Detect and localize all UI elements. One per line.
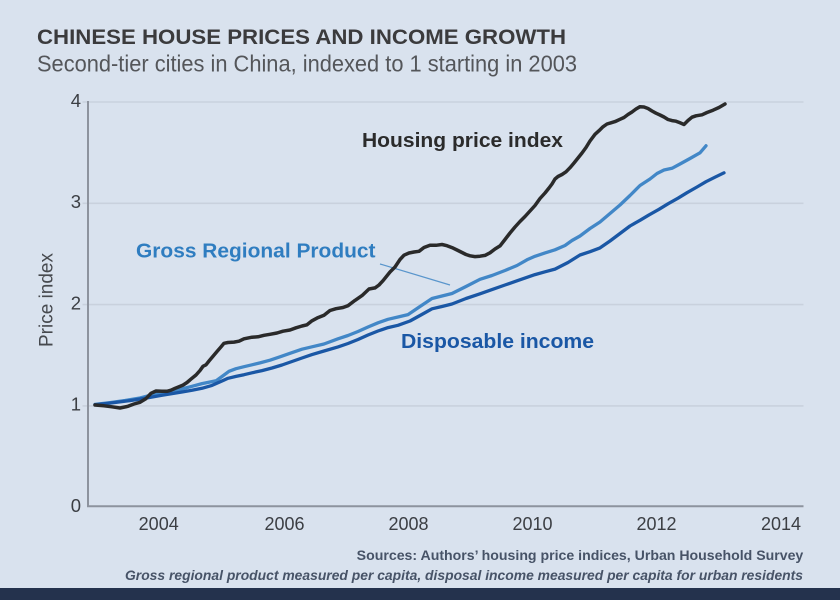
svg-text:2: 2 — [71, 292, 81, 313]
svg-text:Price index: Price index — [37, 253, 58, 347]
svg-text:1: 1 — [71, 394, 81, 415]
svg-text:Gross Regional Product: Gross Regional Product — [136, 240, 376, 263]
svg-text:Gross regional product measure: Gross regional product measured per capi… — [125, 568, 803, 583]
svg-text:3: 3 — [71, 191, 81, 212]
svg-text:Disposable income: Disposable income — [401, 330, 594, 353]
svg-text:0: 0 — [71, 495, 81, 516]
svg-text:2004: 2004 — [139, 514, 179, 534]
svg-text:CHINESE HOUSE PRICES AND INCOM: CHINESE HOUSE PRICES AND INCOME GROWTH — [37, 24, 566, 49]
svg-text:2006: 2006 — [264, 514, 304, 534]
svg-text:2012: 2012 — [636, 514, 676, 534]
svg-text:2014: 2014 — [761, 514, 801, 534]
svg-text:4: 4 — [71, 90, 81, 111]
svg-text:2010: 2010 — [512, 514, 552, 534]
svg-text:Second-tier cities in China, i: Second-tier cities in China, indexed to … — [37, 50, 577, 76]
svg-text:Housing price index: Housing price index — [362, 129, 564, 152]
svg-text:2008: 2008 — [388, 514, 428, 534]
svg-text:Sources: Authors’ housing pric: Sources: Authors’ housing price indices,… — [357, 548, 804, 563]
